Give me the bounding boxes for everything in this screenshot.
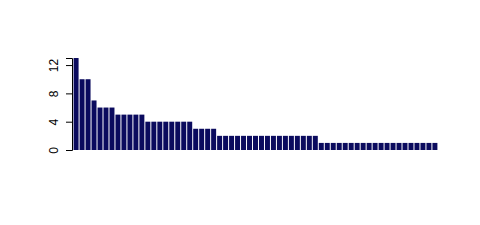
bar xyxy=(432,143,437,150)
y-axis: 0 4 8 12 xyxy=(47,59,73,154)
bar xyxy=(121,115,126,150)
bar xyxy=(337,143,342,150)
bar xyxy=(175,122,180,150)
bar xyxy=(205,129,210,150)
bar xyxy=(420,143,425,150)
bar xyxy=(241,136,246,150)
tick: 0 xyxy=(47,147,72,154)
bar xyxy=(163,122,168,150)
bar xyxy=(169,122,174,150)
tick-label: 8 xyxy=(47,90,61,97)
bar xyxy=(367,143,372,150)
bar xyxy=(157,122,162,150)
bar xyxy=(397,143,402,150)
bar xyxy=(349,143,354,150)
bar xyxy=(265,136,270,150)
bar xyxy=(289,136,294,150)
bar xyxy=(199,129,204,150)
tick-mark xyxy=(66,65,72,66)
bar xyxy=(229,136,234,150)
bar xyxy=(151,122,156,150)
bar xyxy=(301,136,306,150)
bar xyxy=(103,108,108,150)
bar xyxy=(295,136,300,150)
bar xyxy=(223,136,228,150)
bar xyxy=(92,100,97,150)
bar xyxy=(379,143,384,150)
bar xyxy=(139,115,144,150)
bar xyxy=(211,129,216,150)
tick: 12 xyxy=(47,59,72,73)
bar xyxy=(277,136,282,150)
bar xyxy=(325,143,330,150)
bar xyxy=(217,136,222,150)
bar xyxy=(133,115,138,150)
bar xyxy=(193,129,198,150)
bar xyxy=(187,122,192,150)
bar xyxy=(253,136,258,150)
tick-label: 12 xyxy=(47,59,61,73)
bar xyxy=(283,136,288,150)
bar xyxy=(391,143,396,150)
bar xyxy=(247,136,252,150)
chart: 0 4 8 12 xyxy=(0,0,480,225)
tick: 8 xyxy=(47,90,72,97)
bar xyxy=(98,108,103,150)
bar xyxy=(307,136,312,150)
tick-label: 0 xyxy=(47,147,61,154)
plot-area xyxy=(74,58,438,150)
bar xyxy=(80,79,85,150)
bar xyxy=(115,115,120,150)
bar xyxy=(361,143,366,150)
tick-mark xyxy=(66,122,72,123)
bar xyxy=(355,143,360,150)
bar xyxy=(414,143,419,150)
bar xyxy=(127,115,132,150)
bar xyxy=(343,143,348,150)
bar xyxy=(271,136,276,150)
bar xyxy=(403,143,408,150)
bar xyxy=(86,79,91,150)
bar xyxy=(331,143,336,150)
bar xyxy=(319,143,324,150)
bar xyxy=(109,108,114,150)
bar xyxy=(426,143,431,150)
bar xyxy=(145,122,150,150)
tick-mark xyxy=(66,150,72,151)
tick: 4 xyxy=(47,119,72,126)
tick-label: 4 xyxy=(47,119,61,126)
bar xyxy=(408,143,413,150)
tick-mark xyxy=(66,93,72,94)
bar xyxy=(385,143,390,150)
bar xyxy=(373,143,378,150)
axis-line xyxy=(66,59,73,151)
bar xyxy=(235,136,240,150)
bar xyxy=(313,136,318,150)
bar xyxy=(181,122,186,150)
bar xyxy=(259,136,264,150)
bar xyxy=(74,58,79,150)
